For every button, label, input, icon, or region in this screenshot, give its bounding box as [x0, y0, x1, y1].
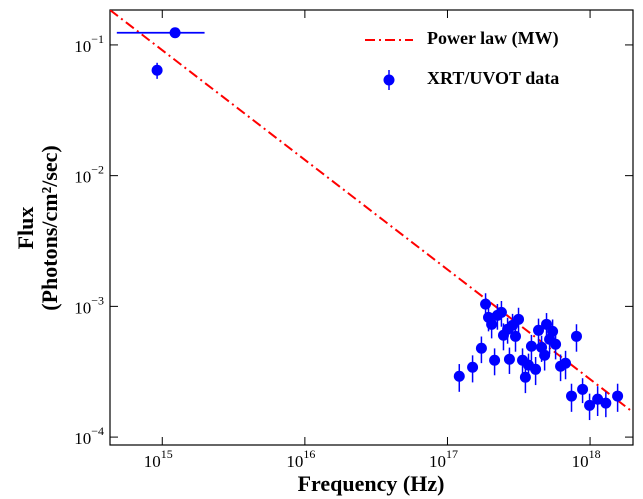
tick-label-base: 10 — [74, 298, 91, 317]
tick-label: 1016 — [286, 447, 315, 471]
data-point — [489, 354, 501, 366]
data-point — [519, 371, 531, 383]
data-point — [467, 361, 479, 373]
tick-label-exponent: 17 — [446, 447, 458, 461]
tick-label: 1015 — [144, 447, 173, 471]
tick-label: 1017 — [429, 447, 458, 471]
data-point — [525, 340, 537, 352]
tick-label-base: 10 — [74, 429, 91, 448]
data-point — [475, 342, 487, 354]
y-axis-label: (Photons/cm²/sec) — [37, 145, 62, 310]
tick-label-exponent: −3 — [91, 293, 104, 307]
tick-label-exponent: 16 — [303, 447, 315, 461]
tick-label-exponent: −2 — [91, 162, 104, 176]
data-point — [570, 330, 582, 342]
data-point — [480, 298, 492, 310]
tick-label-base: 10 — [74, 37, 91, 56]
data-point — [547, 325, 559, 337]
data-point — [566, 390, 578, 402]
tick-label-exponent: 15 — [161, 447, 173, 461]
data-point — [495, 306, 507, 318]
tick-label-exponent: −1 — [91, 32, 104, 46]
x-axis-label: Frequency (Hz) — [298, 471, 445, 496]
tick-label-exponent: −4 — [91, 424, 104, 438]
data-point — [612, 390, 624, 402]
data-point — [453, 370, 465, 382]
data-point — [510, 330, 522, 342]
data-point — [592, 393, 604, 405]
tick-label-base: 10 — [74, 168, 91, 187]
legend-label: Power law (MW) — [427, 28, 559, 49]
legend-swatch — [383, 74, 395, 86]
tick-label-exponent: 18 — [589, 447, 601, 461]
tick-label-base: 10 — [144, 452, 161, 471]
tick-label: 1018 — [572, 447, 601, 471]
data-point — [503, 353, 515, 365]
data-point — [577, 383, 589, 395]
tick-label: 10−3 — [74, 293, 104, 317]
plot-frame — [109, 9, 634, 446]
legend-label: XRT/UVOT data — [427, 68, 559, 88]
data-point — [560, 357, 572, 369]
data-point — [151, 64, 163, 76]
data-point — [486, 318, 498, 330]
data-point — [600, 397, 612, 409]
tick-label: 10−2 — [74, 162, 104, 186]
data-point — [530, 363, 542, 375]
y-axis-label: Flux — [13, 207, 38, 250]
data-point — [584, 399, 596, 411]
data-point — [169, 27, 181, 39]
data-point — [550, 338, 562, 350]
tick-label: 10−4 — [74, 424, 104, 448]
plot-area — [110, 10, 633, 421]
tick-label-base: 10 — [572, 452, 589, 471]
tick-label-base: 10 — [286, 452, 303, 471]
tick-label-base: 10 — [429, 452, 446, 471]
data-point — [533, 324, 545, 336]
tick-label: 10−1 — [74, 32, 104, 56]
data-point — [539, 349, 551, 361]
data-point — [513, 313, 525, 325]
